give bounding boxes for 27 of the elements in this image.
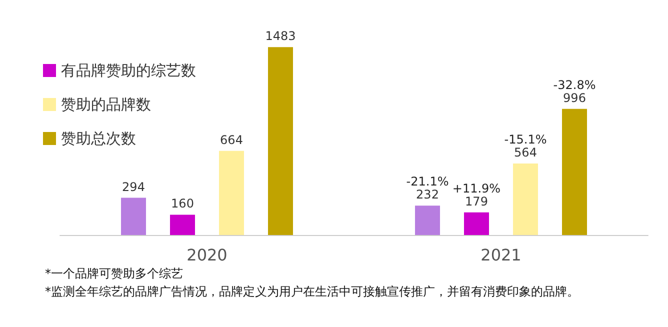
bar — [170, 214, 195, 235]
text: *监测全年综艺的品牌广告情况，品牌定义为用户在生活中可接触宣传推广，并留有消费印象的品牌。 — [45, 284, 579, 298]
x-tick-label: 2021 — [480, 246, 522, 264]
data-label: 294 — [122, 180, 145, 194]
annotation: +11.9% — [452, 181, 501, 196]
data-label: 1483 — [265, 29, 296, 44]
data-label: 232 — [416, 188, 439, 202]
text: *一个品牌可赞助多个综艺 — [45, 266, 183, 280]
data-label: 179 — [465, 194, 488, 208]
data-label: 564 — [514, 146, 537, 160]
legend-label: 有品牌赞助的综艺数 — [61, 62, 196, 80]
legend-label: 赞助的品牌数 — [61, 96, 151, 114]
bar — [562, 108, 587, 235]
legend-label: 赞助总次数 — [61, 130, 136, 148]
bar — [415, 206, 440, 235]
bar — [268, 47, 293, 235]
annotation: -21.1% — [406, 174, 449, 189]
x-tick-label: 2020 — [186, 246, 228, 264]
bar — [121, 198, 146, 235]
data-label: 664 — [220, 132, 243, 147]
data-label: 996 — [563, 90, 586, 105]
bar — [464, 212, 489, 235]
data-label: 160 — [171, 196, 194, 211]
bar — [513, 164, 538, 235]
annotation: -32.8% — [553, 78, 596, 92]
bar — [219, 150, 244, 235]
annotation: -15.1% — [504, 132, 547, 147]
